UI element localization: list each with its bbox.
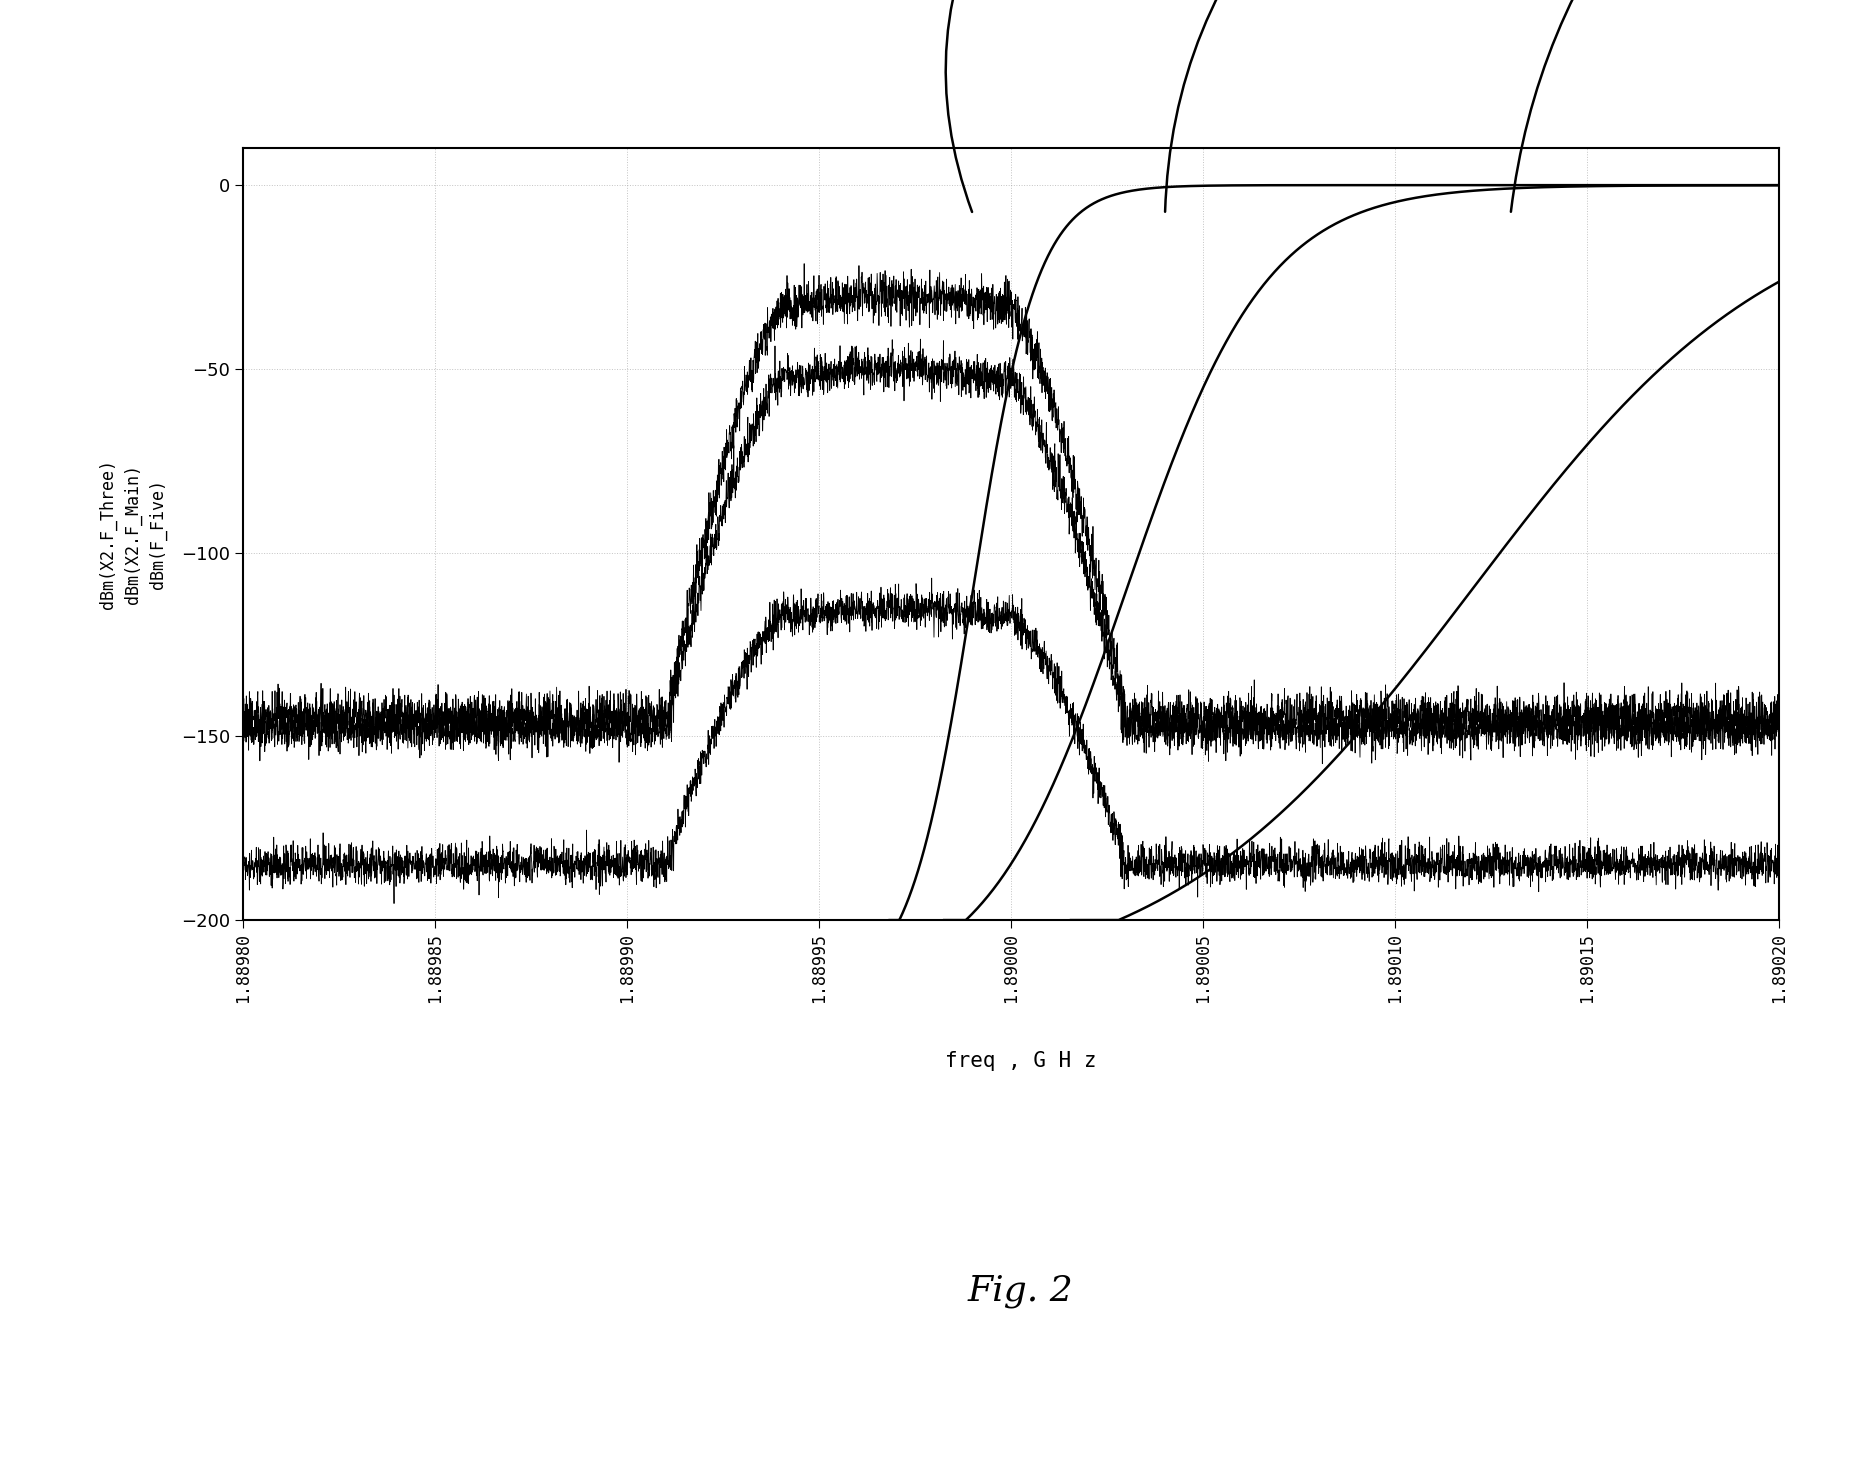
Text: PS: PS — [946, 0, 1028, 212]
Text: TS: TS — [1165, 0, 1335, 212]
Text: FS: FS — [1512, 0, 1680, 212]
Text: freq , G H z: freq , G H z — [946, 1051, 1096, 1071]
Y-axis label: dBm(X2.F_Three)
dBm(X2.F_Main)
dBm(F_Five): dBm(X2.F_Three) dBm(X2.F_Main) dBm(F_Fiv… — [99, 459, 167, 610]
Text: Fig. 2: Fig. 2 — [968, 1275, 1073, 1307]
